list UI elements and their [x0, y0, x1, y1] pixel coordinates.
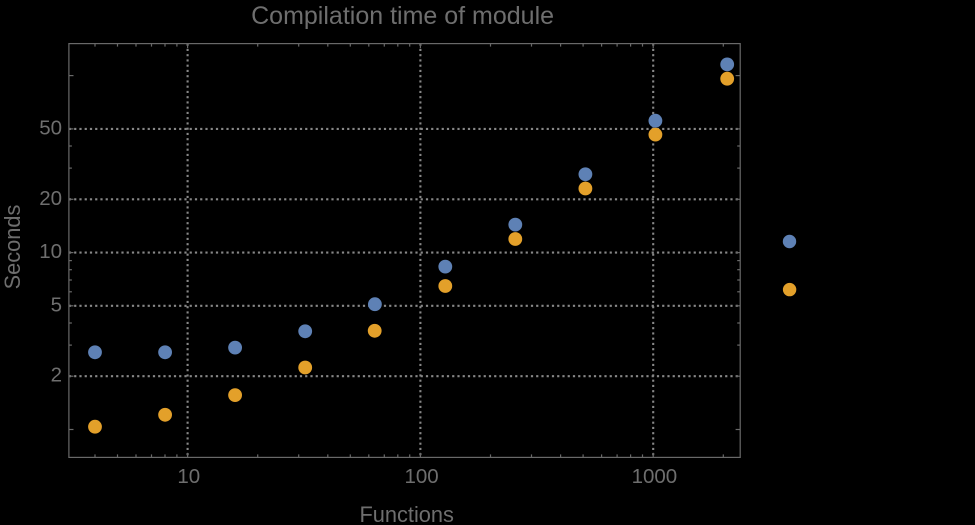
- svg-text:Compilation time of module: Compilation time of module: [251, 2, 554, 30]
- svg-text:2: 2: [51, 364, 62, 387]
- svg-text:50: 50: [39, 116, 62, 139]
- svg-text:1000: 1000: [632, 465, 678, 488]
- svg-text:10: 10: [177, 465, 200, 488]
- svg-text:10: 10: [39, 240, 62, 263]
- svg-text:100: 100: [404, 465, 438, 488]
- svg-text:20: 20: [39, 187, 62, 210]
- svg-text:Seconds: Seconds: [0, 204, 25, 289]
- svg-text:5: 5: [51, 293, 62, 316]
- svg-text:Functions: Functions: [359, 502, 454, 525]
